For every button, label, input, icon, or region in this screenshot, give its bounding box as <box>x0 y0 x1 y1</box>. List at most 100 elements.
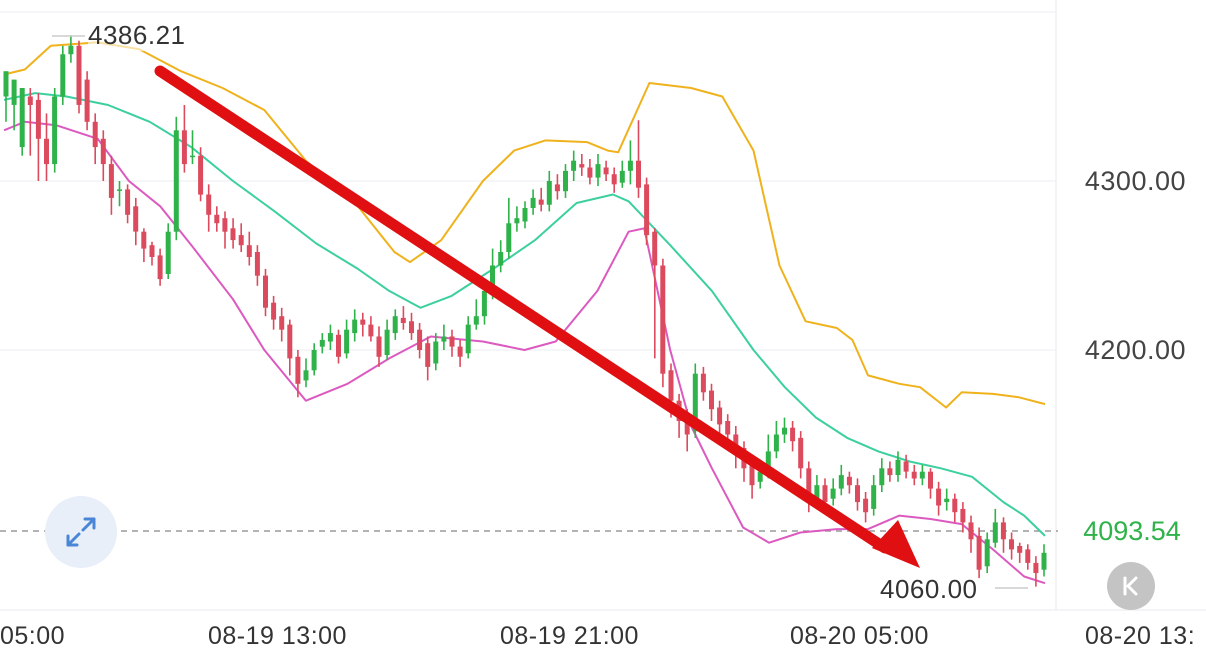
low-price-label: 4060.00 <box>880 574 978 605</box>
candle-82 <box>660 258 666 388</box>
candle-body <box>911 471 917 479</box>
candle-body <box>60 54 66 97</box>
candle-50 <box>400 306 406 330</box>
candle-52 <box>417 323 423 359</box>
candle-body <box>181 130 187 165</box>
candle-125 <box>1009 532 1014 560</box>
candle-body <box>571 160 577 171</box>
candle-body <box>481 290 487 317</box>
candle-body <box>668 370 674 401</box>
candle-30 <box>238 223 244 252</box>
candle-body <box>433 341 439 364</box>
candle-body <box>636 160 641 188</box>
candle-22 <box>173 116 179 241</box>
candle-body <box>108 164 114 198</box>
trend-arrow-head <box>872 520 920 568</box>
candle-5 <box>35 93 41 181</box>
candle-body <box>384 329 390 355</box>
candle-body <box>190 155 195 158</box>
plot-grid <box>0 0 1206 611</box>
candle-body <box>976 535 982 570</box>
candle-body <box>871 485 877 509</box>
candle-76 <box>611 167 617 193</box>
candle-body <box>928 471 933 489</box>
candle-16 <box>125 184 131 224</box>
candle-4 <box>27 88 33 156</box>
candle-body <box>846 476 852 486</box>
candle-51 <box>409 312 414 340</box>
candle-124 <box>1000 517 1006 553</box>
candle-body <box>749 464 755 486</box>
candle-56 <box>449 329 455 357</box>
candle-40 <box>319 333 325 354</box>
candle-59 <box>473 299 479 330</box>
extreme-markers <box>52 35 1028 589</box>
candle-113 <box>911 464 917 486</box>
candle-body <box>336 334 341 357</box>
candle-110 <box>887 461 893 482</box>
candle-12 <box>92 113 98 165</box>
candle-116 <box>936 481 942 516</box>
candle-body <box>830 488 836 499</box>
candle-81 <box>652 228 658 359</box>
candle-body <box>506 223 512 252</box>
candle-body <box>619 170 625 183</box>
candle-body <box>709 390 714 410</box>
candle-body <box>514 218 520 224</box>
candle-body <box>538 199 544 205</box>
candle-body <box>344 329 350 354</box>
candle-97 <box>782 417 787 443</box>
candle-body <box>936 488 942 506</box>
candle-body <box>441 336 447 342</box>
candle-body <box>887 468 893 476</box>
candle-79 <box>636 120 641 198</box>
candle-53 <box>425 336 431 381</box>
candle-body <box>465 324 471 354</box>
candle-10 <box>76 40 82 114</box>
candle-body <box>473 316 479 325</box>
candle-body <box>733 434 739 452</box>
candle-body <box>295 356 301 384</box>
high-price-label: 4386.21 <box>88 20 186 51</box>
candle-63 <box>506 197 512 259</box>
candle-body <box>684 417 690 435</box>
bollinger-middle-line <box>3 92 1046 537</box>
candle-body <box>352 319 358 334</box>
expand-arrows-icon <box>66 517 96 547</box>
candle-55 <box>441 324 447 350</box>
candle-3 <box>19 88 25 156</box>
candle-body <box>563 170 568 192</box>
candle-8 <box>60 45 66 105</box>
candle-body <box>141 231 147 249</box>
candle-88 <box>709 383 714 421</box>
candle-24 <box>190 130 195 165</box>
candle-126 <box>1017 542 1023 563</box>
candle-body <box>1033 562 1039 573</box>
candle-66 <box>530 189 536 215</box>
expand-chart-button[interactable] <box>45 496 117 568</box>
candle-body <box>692 373 698 432</box>
candle-71 <box>571 150 577 181</box>
candle-body <box>700 373 706 393</box>
candle-69 <box>554 174 560 200</box>
candle-14 <box>108 155 114 215</box>
candle-body <box>1041 552 1047 570</box>
candle-46 <box>368 316 374 342</box>
candle-87 <box>700 366 706 401</box>
x-tick-label-3: 08-19 21:00 <box>500 622 639 650</box>
candle-body <box>206 194 212 215</box>
candle-109 <box>879 458 885 492</box>
candle-body <box>368 324 374 337</box>
candle-body <box>165 231 171 274</box>
candle-107 <box>863 492 869 523</box>
candle-body <box>944 498 950 503</box>
candle-58 <box>465 316 471 359</box>
candle-105 <box>846 471 852 494</box>
candle-32 <box>254 245 260 286</box>
candle-77 <box>619 160 625 188</box>
scroll-to-latest-button[interactable] <box>1107 562 1155 610</box>
candle-body <box>133 206 139 232</box>
candle-body <box>173 130 179 232</box>
candle-35 <box>279 307 285 342</box>
candle-body <box>149 245 155 257</box>
